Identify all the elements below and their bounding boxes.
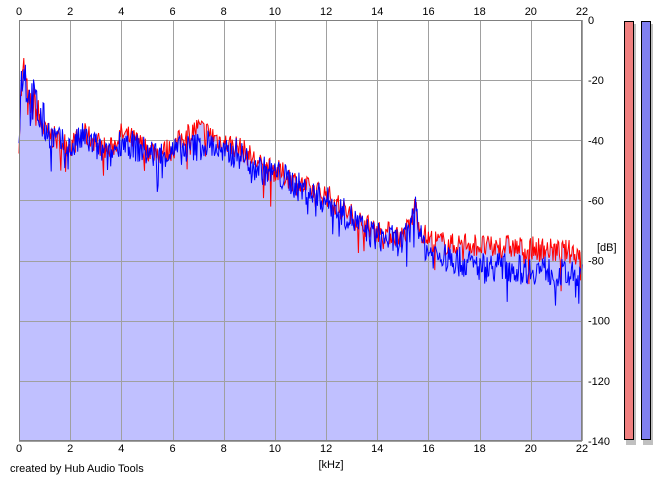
y-tick-label: -40 bbox=[588, 135, 604, 147]
level-meter-bar bbox=[641, 21, 651, 440]
x-tick-label-bottom: 10 bbox=[269, 443, 281, 455]
level-meter-2 bbox=[641, 21, 653, 445]
x-tick-label-top: 20 bbox=[525, 6, 537, 18]
level-meter-bar bbox=[624, 21, 634, 440]
x-tick-label-top: 22 bbox=[576, 6, 588, 18]
x-tick-label-top: 18 bbox=[474, 6, 486, 18]
x-tick-label-top: 0 bbox=[16, 6, 22, 18]
x-tick-label-bottom: 14 bbox=[371, 443, 383, 455]
x-tick-label-top: 14 bbox=[371, 6, 383, 18]
y-tick-label: -20 bbox=[588, 75, 604, 87]
x-tick-label-bottom: 8 bbox=[221, 443, 227, 455]
y-tick-label: -60 bbox=[588, 195, 604, 207]
axes-layer bbox=[19, 20, 582, 441]
x-tick-label-bottom: 16 bbox=[422, 443, 434, 455]
plot-frame bbox=[19, 20, 582, 441]
x-tick-label-bottom: 6 bbox=[169, 443, 175, 455]
level-meter-1 bbox=[624, 21, 636, 445]
level-meters bbox=[624, 21, 653, 445]
x-tick-label-bottom: 20 bbox=[525, 443, 537, 455]
x-tick-label-top: 8 bbox=[221, 6, 227, 18]
series-line-blue bbox=[18, 64, 583, 306]
x-tick-label-bottom: 4 bbox=[118, 443, 124, 455]
x-axis-label: [kHz] bbox=[318, 459, 343, 471]
series-layer bbox=[18, 57, 583, 306]
y-tick-label: -140 bbox=[588, 436, 610, 448]
credit-text: created by Hub Audio Tools bbox=[10, 463, 144, 475]
x-tick-label-top: 6 bbox=[169, 6, 175, 18]
y-tick-label: -120 bbox=[588, 376, 610, 388]
x-tick-label-top: 12 bbox=[320, 6, 332, 18]
tick-label-layer: 002244668810101212141416161818202022220-… bbox=[16, 6, 610, 455]
x-tick-label-bottom: 0 bbox=[16, 443, 22, 455]
x-tick-label-top: 10 bbox=[269, 6, 281, 18]
x-tick-label-bottom: 22 bbox=[576, 443, 588, 455]
x-tick-label-top: 16 bbox=[422, 6, 434, 18]
y-tick-label: 0 bbox=[588, 15, 594, 27]
series-line-red bbox=[18, 57, 583, 292]
x-tick-label-bottom: 2 bbox=[67, 443, 73, 455]
x-tick-label-top: 4 bbox=[118, 6, 124, 18]
x-tick-label-top: 2 bbox=[67, 6, 73, 18]
y-tick-label: -80 bbox=[588, 256, 604, 268]
y-axis-label: [dB] bbox=[597, 242, 617, 254]
x-tick-label-bottom: 18 bbox=[474, 443, 486, 455]
x-tick-label-bottom: 12 bbox=[320, 443, 332, 455]
y-tick-label: -100 bbox=[588, 316, 610, 328]
